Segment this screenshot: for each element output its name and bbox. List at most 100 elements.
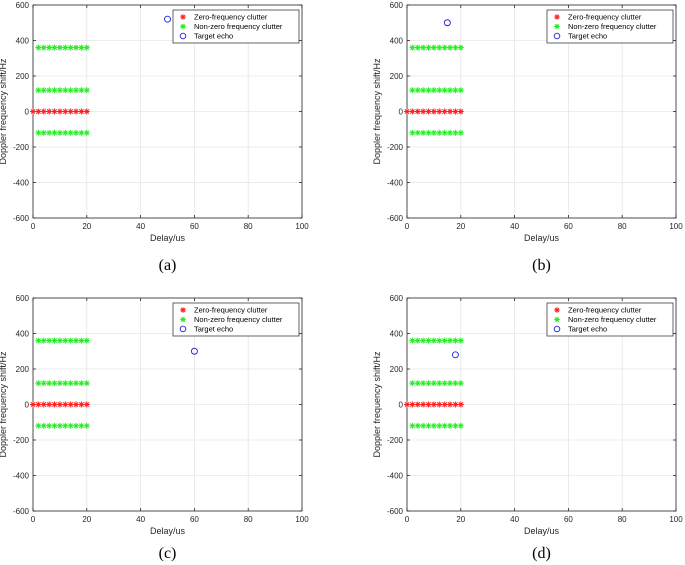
nonzero-clutter-point bbox=[430, 337, 437, 344]
nonzero-clutter-point bbox=[409, 380, 416, 387]
nonzero-clutter-point bbox=[56, 44, 63, 51]
zero-clutter-point bbox=[452, 108, 459, 115]
nonzero-clutter-point bbox=[441, 422, 448, 429]
zero-clutter-point bbox=[35, 401, 42, 408]
nonzero-clutter-point bbox=[83, 129, 90, 136]
x-tick-label: 100 bbox=[669, 515, 683, 524]
zero-clutter-point bbox=[40, 401, 47, 408]
nonzero-clutter-point bbox=[67, 337, 74, 344]
x-tick-label: 40 bbox=[510, 515, 519, 524]
legend-zero-clutter-marker bbox=[180, 14, 186, 20]
zero-clutter-point bbox=[78, 401, 85, 408]
legend-target-echo-label: Target echo bbox=[194, 325, 233, 334]
y-tick-label: -600 bbox=[387, 507, 404, 516]
nonzero-clutter-point bbox=[56, 422, 63, 429]
nonzero-clutter-point bbox=[457, 44, 464, 51]
x-tick-label: 40 bbox=[136, 515, 145, 524]
legend-zero-clutter-label: Zero-frequency clutter bbox=[568, 13, 642, 22]
zero-clutter-point bbox=[30, 108, 36, 115]
nonzero-clutter-point bbox=[420, 422, 427, 429]
zero-clutter-point bbox=[35, 108, 42, 115]
chart-panel: 0 20 40 60 80 100 600 400 200 0 -200 -400 -600 Delay/… bbox=[0, 294, 309, 562]
nonzero-clutter-point bbox=[436, 380, 443, 387]
y-tick-label: 400 bbox=[16, 37, 30, 46]
y-tick-label: 600 bbox=[390, 294, 404, 303]
nonzero-clutter-point bbox=[40, 422, 47, 429]
legend-box bbox=[172, 302, 300, 337]
legend-target-echo-label: Target echo bbox=[194, 32, 233, 41]
nonzero-clutter-point bbox=[436, 129, 443, 136]
zero-clutter-point bbox=[46, 108, 53, 115]
nonzero-clutter-point bbox=[78, 422, 85, 429]
nonzero-clutter-point bbox=[420, 87, 427, 94]
legend-nonzero-clutter-marker bbox=[554, 316, 560, 323]
zero-clutter-point bbox=[67, 108, 74, 115]
nonzero-clutter-point bbox=[40, 337, 47, 344]
nonzero-clutter-point bbox=[409, 129, 416, 136]
nonzero-clutter-point bbox=[441, 380, 448, 387]
legend-target-echo-marker bbox=[553, 32, 561, 40]
zero-clutter-point bbox=[447, 401, 454, 408]
y-tick-label: -400 bbox=[387, 472, 404, 481]
nonzero-clutter-point bbox=[414, 380, 421, 387]
nonzero-clutter-point bbox=[35, 337, 42, 344]
chart-panel: 0 20 40 60 80 100 600 400 200 0 -200 -400 -600 Delay/… bbox=[0, 1, 309, 274]
legend-box bbox=[546, 302, 674, 337]
nonzero-clutter-point bbox=[46, 44, 53, 51]
nonzero-clutter-point bbox=[40, 129, 47, 136]
nonzero-clutter-point bbox=[35, 129, 42, 136]
nonzero-clutter-point bbox=[436, 422, 443, 429]
panel-caption: (d) bbox=[532, 545, 551, 562]
nonzero-clutter-point bbox=[46, 422, 53, 429]
y-tick-label: 0 bbox=[25, 108, 30, 117]
nonzero-clutter-point bbox=[414, 422, 421, 429]
x-axis-label: Delay/us bbox=[150, 526, 186, 536]
zero-clutter-point bbox=[56, 401, 63, 408]
nonzero-clutter-point bbox=[447, 337, 454, 344]
x-tick-label: 100 bbox=[295, 222, 309, 231]
nonzero-clutter-point bbox=[425, 129, 432, 136]
nonzero-clutter-point bbox=[425, 337, 432, 344]
nonzero-clutter-point bbox=[46, 380, 53, 387]
legend-nonzero-clutter-marker bbox=[554, 23, 560, 30]
zero-clutter-point bbox=[30, 401, 36, 408]
y-tick-label: 400 bbox=[390, 330, 404, 339]
nonzero-clutter-point bbox=[73, 87, 80, 94]
nonzero-clutter-point bbox=[425, 87, 432, 94]
nonzero-clutter-point bbox=[457, 129, 464, 136]
zero-clutter-point bbox=[441, 401, 448, 408]
zero-clutter-point bbox=[73, 108, 80, 115]
nonzero-clutter-point bbox=[452, 129, 459, 136]
legend-zero-clutter-label: Zero-frequency clutter bbox=[568, 306, 642, 315]
target-echo-point bbox=[451, 351, 459, 359]
x-tick-label: 100 bbox=[295, 515, 309, 524]
nonzero-clutter-point bbox=[457, 380, 464, 387]
nonzero-clutter-point bbox=[83, 422, 90, 429]
nonzero-clutter-point bbox=[51, 422, 58, 429]
zero-clutter-point bbox=[420, 108, 427, 115]
nonzero-clutter-point bbox=[441, 337, 448, 344]
nonzero-clutter-point bbox=[62, 87, 69, 94]
nonzero-clutter-point bbox=[35, 422, 42, 429]
x-tick-label: 60 bbox=[190, 222, 199, 231]
chart-panel: 0 20 40 60 80 100 600 400 200 0 -200 -400 -600 Delay/… bbox=[372, 294, 683, 562]
zero-clutter-point bbox=[51, 108, 58, 115]
x-tick-label: 20 bbox=[456, 515, 465, 524]
nonzero-clutter-point bbox=[414, 87, 421, 94]
y-tick-label: 400 bbox=[16, 330, 30, 339]
nonzero-clutter-point bbox=[56, 129, 63, 136]
nonzero-clutter-point bbox=[40, 380, 47, 387]
y-tick-label: -200 bbox=[387, 143, 404, 152]
nonzero-clutter-point bbox=[452, 87, 459, 94]
y-tick-label: 0 bbox=[399, 108, 404, 117]
legend-zero-clutter-marker bbox=[554, 307, 560, 313]
nonzero-clutter-point bbox=[436, 337, 443, 344]
nonzero-clutter-point bbox=[35, 44, 42, 51]
y-tick-label: 600 bbox=[16, 294, 30, 303]
nonzero-clutter-point bbox=[430, 422, 437, 429]
nonzero-clutter-point bbox=[83, 44, 90, 51]
nonzero-clutter-point bbox=[409, 422, 416, 429]
x-tick-label: 40 bbox=[136, 222, 145, 231]
